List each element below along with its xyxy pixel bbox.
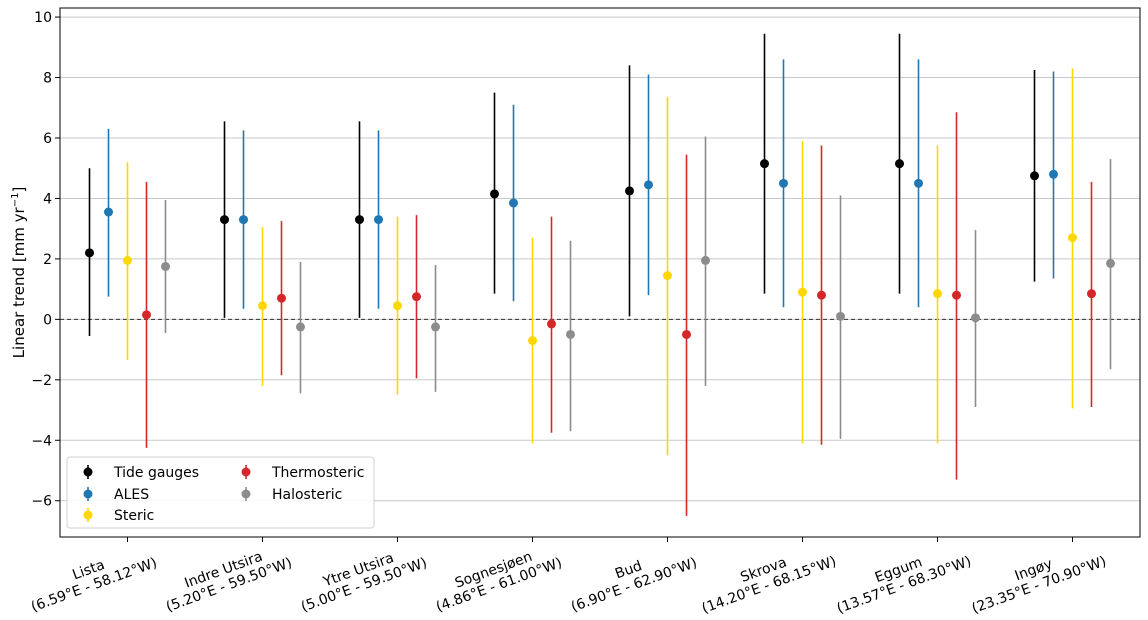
data-point — [547, 319, 556, 329]
legend-box — [66, 456, 375, 529]
legend-marker — [241, 489, 251, 499]
y-tick-label: 6 — [43, 131, 52, 147]
data-point — [123, 255, 132, 265]
data-point — [914, 178, 923, 188]
data-point — [625, 186, 634, 196]
plot-frame — [59, 7, 1141, 538]
y-tick-label: −2 — [31, 373, 52, 389]
data-point — [836, 311, 845, 321]
y-tick-label: 4 — [43, 191, 52, 207]
legend-marker — [83, 467, 93, 477]
data-point — [161, 261, 170, 271]
x-tick-label: Skrova(14.20°E - 68.15°W) — [694, 538, 838, 617]
legend-label: Halosteric — [272, 487, 342, 503]
data-point — [431, 322, 440, 332]
y-tick-label: 2 — [43, 252, 52, 268]
data-point — [1030, 171, 1039, 181]
x-axis-ticks: Lista(6.59°E - 58.12°W) Indre Utsira(5.20… — [24, 537, 1108, 617]
data-point — [355, 215, 364, 225]
legend: Tide gauges ALES Steric Thermosteric Haloste… — [66, 456, 375, 529]
data-point — [490, 189, 499, 199]
y-axis-label-main: Linear trend [mm yr — [10, 206, 28, 358]
x-tick-label: Ytre Utsira(5.00°E - 59.50°W) — [294, 540, 430, 616]
data-point — [1087, 289, 1096, 299]
legend-label: ALES — [114, 487, 149, 503]
data-point — [933, 289, 942, 299]
data-point — [412, 292, 421, 302]
data-point — [142, 310, 151, 320]
data-point — [798, 287, 807, 297]
data-point — [952, 290, 961, 300]
x-tick-label: Indre Utsira(5.20°E - 59.50°W) — [159, 540, 295, 616]
y-axis-ticks: −6 −4 −2 0 2 4 6 8 10 — [31, 10, 60, 510]
legend-label: Steric — [114, 508, 154, 524]
data-point — [1106, 258, 1115, 268]
data-point — [566, 329, 575, 339]
x-tick-label: Ingøy(23.35°E - 70.90°W) — [964, 538, 1108, 617]
data-point — [895, 159, 904, 169]
x-tick-label: Bud(6.90°E - 62.90°W) — [564, 540, 700, 616]
data-point — [277, 293, 286, 303]
data-point — [1068, 233, 1077, 243]
legend-marker — [83, 489, 93, 499]
legend-marker — [83, 510, 93, 520]
y-tick-label: 8 — [43, 71, 52, 87]
data-point — [296, 322, 305, 332]
x-tick-label: Lista(6.59°E - 58.12°W) — [24, 540, 160, 616]
y-axis-label-close: ] — [10, 187, 28, 193]
data-point — [374, 215, 383, 225]
data-point — [509, 198, 518, 208]
x-tick-label: Sognesjøen(4.86°E - 61.00°W) — [429, 540, 565, 616]
y-tick-label: 0 — [43, 312, 52, 328]
data-point — [393, 301, 402, 311]
x-tick-label: Eggum(13.57°E - 68.30°W) — [829, 538, 973, 617]
y-tick-label: −4 — [31, 433, 52, 449]
legend-label: Tide gauges — [113, 465, 199, 481]
data-marks — [85, 33, 1115, 516]
data-point — [220, 215, 229, 225]
data-point — [528, 336, 537, 346]
data-point — [239, 215, 248, 225]
y-tick-label: 10 — [34, 10, 52, 26]
grid-lines — [60, 16, 1140, 502]
data-point — [1049, 169, 1058, 179]
data-point — [701, 255, 710, 265]
data-point — [663, 271, 672, 281]
legend-marker — [241, 467, 251, 477]
y-axis-label-exponent: −1 — [10, 193, 21, 208]
data-point — [258, 301, 267, 311]
data-point — [85, 248, 94, 258]
data-point — [817, 290, 826, 300]
legend-label: Thermosteric — [271, 465, 365, 481]
y-axis-label: Linear trend [mm yr−1] — [10, 187, 28, 359]
y-tick-label: −6 — [31, 494, 52, 510]
data-point — [682, 329, 691, 339]
data-point — [644, 180, 653, 190]
data-point — [779, 178, 788, 188]
data-point — [104, 207, 113, 217]
data-point — [760, 159, 769, 169]
data-point — [971, 313, 980, 323]
